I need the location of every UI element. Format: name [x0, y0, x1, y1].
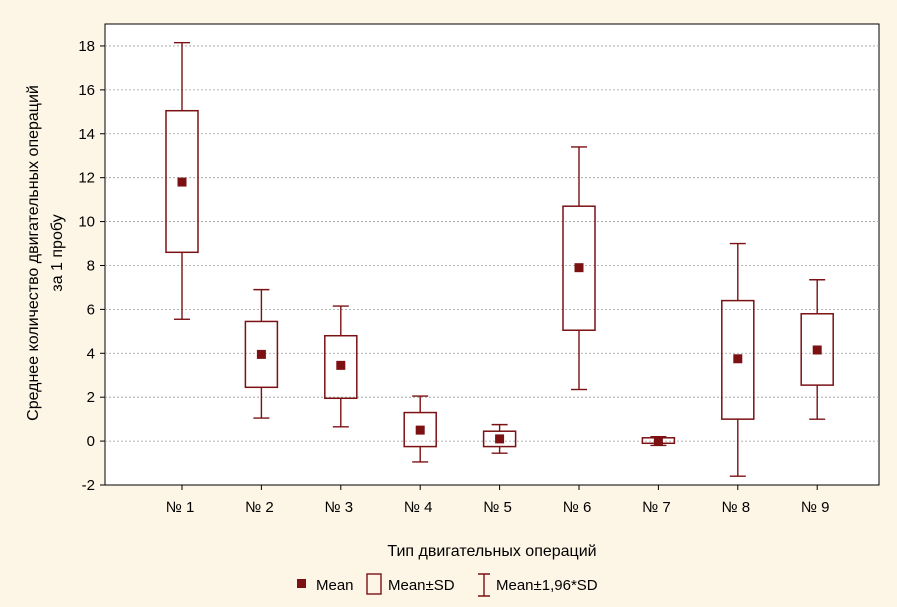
mean-point	[336, 360, 346, 370]
x-tick-label: № 5	[483, 499, 512, 516]
box-4	[403, 395, 437, 463]
y-tick-label: 6	[87, 301, 95, 318]
mean-point	[574, 263, 584, 273]
x-tick-label: № 7	[642, 499, 671, 516]
mean-point	[415, 425, 425, 435]
legend-mean-label: Mean	[316, 577, 354, 594]
mean-point	[653, 436, 663, 446]
sd-box	[721, 299, 755, 420]
y-axis-title-line1: Среднее количество двигательных операций	[25, 85, 42, 421]
box-5	[482, 423, 517, 454]
y-axis-ticks: -2 0 2 4 6 8 10 12 14 16 18	[78, 38, 105, 494]
y-tick-label: 16	[78, 82, 95, 99]
sd-box	[165, 109, 199, 254]
plot-area	[104, 23, 880, 486]
box-8	[721, 242, 755, 477]
sd-box	[800, 313, 834, 386]
x-tick-label: № 3	[324, 499, 353, 516]
y-axis-title-line2: за 1 пробу	[49, 214, 66, 291]
box-6	[562, 146, 596, 391]
legend-sd-label: Mean±SD	[388, 577, 455, 594]
x-tick-label: № 8	[721, 499, 750, 516]
x-tick-label: № 1	[166, 499, 195, 516]
x-tick-label: № 6	[563, 499, 592, 516]
legend: Mean Mean±SD Mean±1,96*SD	[297, 573, 598, 597]
legend-mean-marker	[297, 579, 306, 588]
y-tick-label: 14	[78, 126, 95, 143]
mean-point	[812, 345, 822, 355]
mean-point	[256, 349, 266, 359]
box-3	[324, 305, 358, 428]
x-tick-label: № 2	[245, 499, 274, 516]
legend-sd-box-icon	[366, 573, 382, 595]
y-tick-label: 2	[87, 389, 95, 406]
legend-whisker-icon	[478, 573, 490, 597]
x-axis-ticks: № 1 № 2 № 3 № 4 № 5 № 6 № 7 № 8 № 9	[166, 485, 830, 516]
legend-whisker-label: Mean±1,96*SD	[496, 577, 598, 594]
y-tick-label: -2	[82, 477, 95, 494]
y-tick-label: 12	[78, 170, 95, 187]
box-2	[244, 288, 279, 419]
sd-box	[482, 430, 517, 448]
y-tick-label: 4	[87, 345, 95, 362]
sd-box	[562, 205, 596, 331]
x-tick-label: № 9	[801, 499, 830, 516]
x-tick-label: № 4	[404, 499, 433, 516]
mean-point	[495, 434, 505, 444]
sd-box	[324, 334, 358, 400]
sd-box	[244, 320, 279, 389]
y-tick-label: 10	[78, 214, 95, 231]
x-axis-title: Тип двигательных операций	[387, 543, 596, 560]
y-tick-label: 0	[87, 433, 95, 450]
box-7	[641, 436, 676, 447]
box-1	[165, 41, 199, 320]
y-tick-label: 8	[87, 257, 95, 274]
box-9	[800, 279, 834, 420]
mean-point	[177, 177, 187, 187]
y-tick-label: 18	[78, 38, 95, 55]
sd-box	[403, 411, 437, 448]
mean-point	[733, 354, 743, 364]
boxes	[165, 41, 834, 477]
grid-lines	[105, 45, 879, 442]
